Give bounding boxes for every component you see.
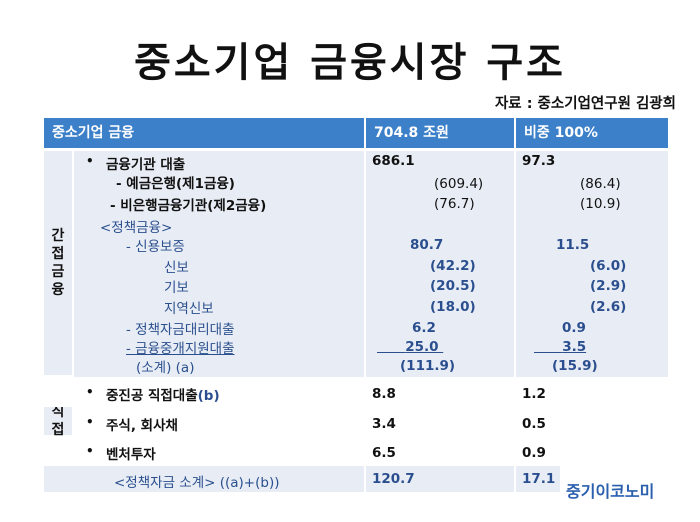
bullet-loan: •: [86, 154, 94, 168]
indirect-band-col2: [366, 151, 514, 377]
label-nonbank: - 비은행금융기관(제2금융): [110, 198, 267, 214]
value-subtotal: (111.9): [400, 358, 456, 374]
label-kibo: 기보: [164, 280, 189, 296]
finance-structure-table: 중소기업 금융 704.8 조원 비중 100% 간접금융 직접 • 금융기관 …: [44, 118, 668, 465]
bullet-venture: •: [86, 444, 94, 458]
total-row-col3: [516, 466, 560, 492]
indirect-band-col3: [516, 151, 668, 377]
label-loan: 금융기관 대출: [106, 157, 186, 173]
total-row-col1: [44, 466, 364, 492]
share-agency-loan: 0.9: [562, 320, 586, 336]
page-title: 중소기업 금융시장 구조: [134, 40, 566, 86]
share-direct-loan: 1.2: [522, 386, 546, 402]
label-deposit-bank: - 예금은행(제1금융): [116, 176, 235, 192]
value-policy-total: 120.7: [372, 471, 415, 487]
value-kibo: (20.5): [430, 278, 476, 294]
value-direct-loan: 8.8: [372, 386, 396, 402]
indirect-band-col1: [74, 151, 364, 377]
value-onlending: 25.0: [405, 339, 439, 355]
direct-finance-label: 직접: [44, 404, 72, 438]
publisher-logo: 중기이코노미: [566, 482, 655, 501]
share-subtotal: (15.9): [552, 358, 598, 374]
value-loan: 686.1: [372, 153, 415, 169]
label-shinbo: 신보: [164, 260, 189, 276]
share-regional: (2.6): [590, 299, 627, 315]
header-col-amount: 704.8 조원: [366, 118, 514, 148]
label-subtotal: (소계) (a): [136, 360, 195, 376]
label-policy-total: <정책자금 소계> ((a)+(b)): [114, 475, 280, 491]
header-col-share: 비중 100%: [516, 118, 668, 148]
label-credit-guarantee: - 신용보증: [126, 239, 185, 255]
value-regional: (18.0): [430, 299, 476, 315]
label-direct-loan: 중진공 직접대출(b): [106, 388, 220, 404]
share-loan: 97.3: [522, 153, 556, 169]
source-credit: 자료 : 중소기업연구원 김광희: [494, 96, 676, 112]
share-venture: 0.9: [522, 445, 546, 461]
value-credit-guarantee: 80.7: [410, 237, 444, 253]
bullet-stocks: •: [86, 415, 94, 429]
value-stocks: 3.4: [372, 416, 396, 432]
value-venture: 6.5: [372, 445, 396, 461]
value-agency-loan: 6.2: [412, 320, 436, 336]
label-regional: 지역신보: [164, 301, 214, 317]
share-deposit-bank: (86.4): [580, 176, 621, 192]
value-deposit-bank: (609.4): [434, 176, 484, 192]
label-gap: [44, 377, 72, 407]
share-nonbank: (10.9): [580, 196, 621, 212]
indirect-finance-label: 간접금융: [44, 151, 72, 375]
share-kibo: (2.9): [590, 278, 627, 294]
share-onlending: 3.5: [562, 339, 587, 355]
label-policy-finance: <정책금융>: [100, 220, 173, 236]
share-shinbo: (6.0): [590, 258, 627, 274]
bullet-direct-loan: •: [86, 385, 94, 399]
header-col-category: 중소기업 금융: [44, 118, 364, 148]
share-credit-guarantee: 11.5: [556, 237, 590, 253]
label-venture: 벤처투자: [106, 447, 156, 463]
label-agency-loan: - 정책자금대리대출: [126, 322, 235, 338]
total-row-col2: [366, 466, 514, 492]
value-shinbo: (42.2): [430, 258, 476, 274]
label-stocks: 주식, 회사채: [106, 418, 178, 434]
label-onlending: - 금융중개지원대출: [126, 341, 235, 357]
value-nonbank: (76.7): [434, 196, 475, 212]
share-policy-total: 17.1: [522, 471, 556, 487]
share-stocks: 0.5: [522, 416, 546, 432]
